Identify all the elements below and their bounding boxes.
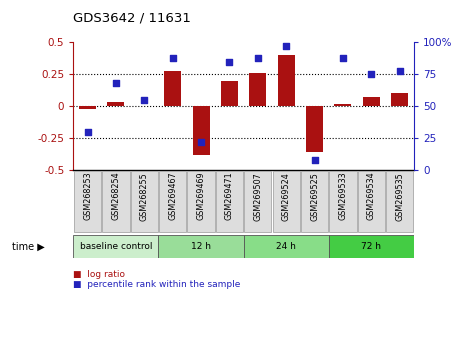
Point — [84, 129, 91, 135]
FancyBboxPatch shape — [301, 171, 328, 232]
Bar — [334, 104, 351, 106]
FancyBboxPatch shape — [244, 171, 272, 232]
FancyBboxPatch shape — [272, 171, 300, 232]
Bar — [306, 106, 323, 152]
Text: ■  log ratio: ■ log ratio — [73, 270, 125, 279]
FancyBboxPatch shape — [131, 171, 158, 232]
Text: GSM269535: GSM269535 — [395, 172, 404, 221]
Point — [254, 55, 262, 61]
FancyBboxPatch shape — [386, 171, 413, 232]
Point — [197, 139, 205, 145]
Point — [311, 157, 318, 162]
Text: GSM269507: GSM269507 — [253, 172, 263, 221]
Bar — [391, 93, 408, 106]
Text: GSM269471: GSM269471 — [225, 172, 234, 221]
Point — [368, 72, 375, 77]
FancyBboxPatch shape — [187, 171, 215, 232]
Point — [339, 55, 347, 61]
Text: GSM268253: GSM268253 — [83, 172, 92, 221]
Bar — [363, 97, 380, 106]
Point — [396, 68, 403, 73]
FancyBboxPatch shape — [329, 235, 414, 258]
Text: 24 h: 24 h — [276, 242, 296, 251]
Bar — [79, 106, 96, 109]
Bar — [278, 55, 295, 106]
FancyBboxPatch shape — [216, 171, 243, 232]
Text: 72 h: 72 h — [361, 242, 381, 251]
Text: ■  percentile rank within the sample: ■ percentile rank within the sample — [73, 280, 241, 290]
FancyBboxPatch shape — [102, 171, 130, 232]
Text: GDS3642 / 11631: GDS3642 / 11631 — [73, 12, 191, 25]
Point — [140, 97, 148, 103]
Bar — [249, 73, 266, 106]
Text: time ▶: time ▶ — [12, 242, 44, 252]
Text: GSM268254: GSM268254 — [111, 172, 121, 221]
Text: GSM268255: GSM268255 — [140, 172, 149, 221]
Point — [112, 80, 120, 86]
Bar — [221, 81, 238, 106]
Point — [226, 59, 233, 64]
Text: GSM269469: GSM269469 — [196, 172, 206, 221]
FancyBboxPatch shape — [358, 171, 385, 232]
FancyBboxPatch shape — [158, 235, 244, 258]
FancyBboxPatch shape — [73, 235, 158, 258]
FancyBboxPatch shape — [329, 171, 357, 232]
Bar — [164, 70, 181, 106]
Text: GSM269534: GSM269534 — [367, 172, 376, 221]
FancyBboxPatch shape — [244, 235, 329, 258]
Text: baseline control: baseline control — [79, 242, 152, 251]
Text: GSM269524: GSM269524 — [281, 172, 291, 221]
Bar — [193, 106, 210, 155]
Bar — [107, 102, 124, 106]
Text: 12 h: 12 h — [191, 242, 211, 251]
Point — [169, 55, 176, 61]
Text: GSM269533: GSM269533 — [338, 172, 348, 221]
Point — [282, 44, 290, 49]
Text: GSM269467: GSM269467 — [168, 172, 177, 221]
FancyBboxPatch shape — [74, 171, 101, 232]
Text: GSM269525: GSM269525 — [310, 172, 319, 221]
FancyBboxPatch shape — [159, 171, 186, 232]
